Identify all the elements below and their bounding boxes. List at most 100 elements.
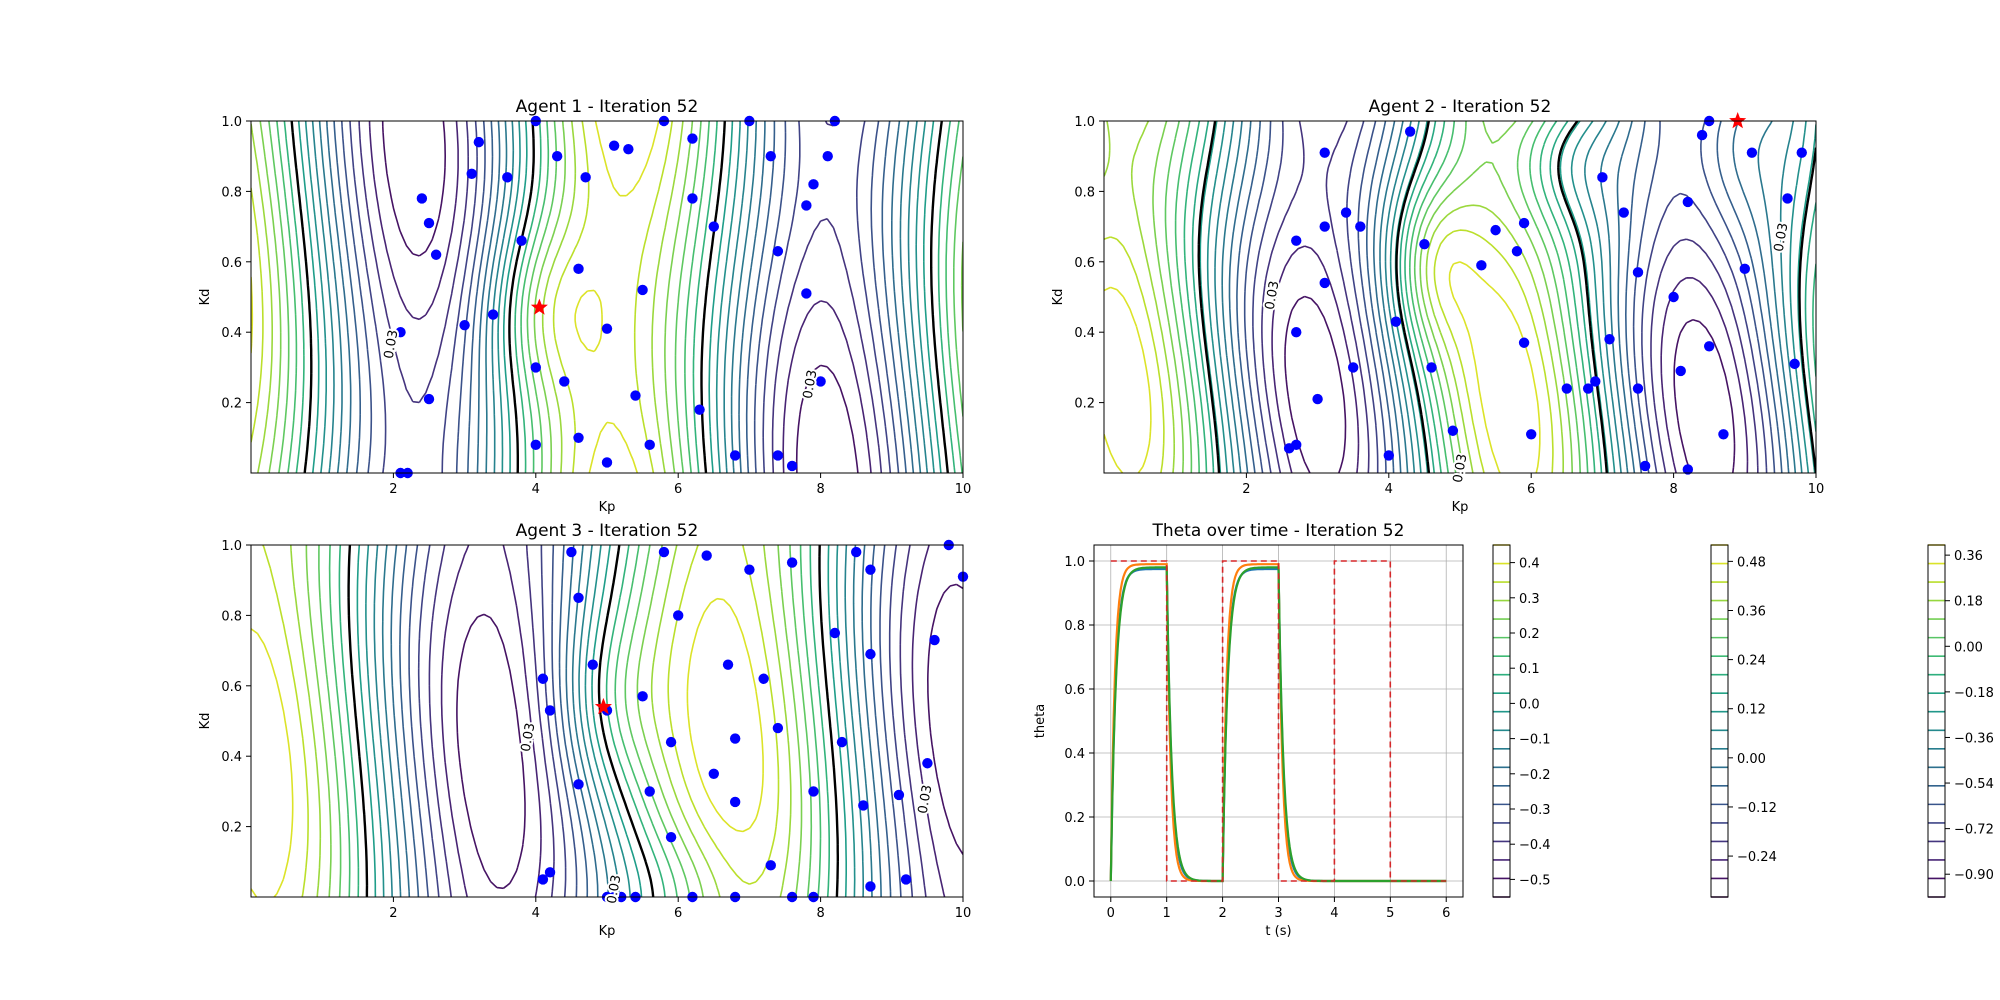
contour-line — [283, 121, 956, 473]
colorbar-1: 0.4 0.3 0.2 0.1 0.0 −0.1 −0.2 −0.3 −0.4 −0.5 — [1492, 544, 1551, 898]
colorbar-tick-label: 0.2 — [1519, 627, 1540, 642]
sample-point — [815, 376, 826, 387]
contour-line — [341, 121, 900, 473]
sample-point — [573, 592, 584, 603]
sample-point — [1518, 337, 1530, 348]
sample-point — [865, 648, 876, 660]
sample-point — [851, 546, 862, 558]
plot-area — [251, 121, 963, 473]
sample-point — [772, 246, 784, 257]
sample-point — [530, 439, 541, 451]
sample-point — [758, 673, 769, 684]
sample-point — [836, 736, 848, 748]
x-tick-label: 2 — [389, 906, 397, 921]
x-tick-label: 8 — [816, 482, 824, 497]
sample-point — [1511, 246, 1523, 257]
sample-point — [601, 323, 613, 334]
sample-point — [829, 627, 841, 639]
colorbar-tick-label: −0.24 — [1737, 850, 1777, 865]
contour-line — [368, 121, 872, 473]
contour-line — [1221, 121, 1797, 473]
chart-title: Agent 3 - Iteration 52 — [516, 521, 699, 541]
threshold-contour — [347, 545, 839, 897]
sample-point — [1618, 207, 1629, 218]
threshold-contour — [1197, 121, 1816, 473]
sample-point — [1597, 172, 1608, 183]
y-tick-label: 0.4 — [221, 326, 242, 341]
colorbar-frame — [1710, 544, 1729, 898]
plot-frame — [1093, 544, 1464, 898]
contour-line — [304, 121, 935, 473]
contour-line — [358, 121, 883, 473]
contour-label: 0.03 — [382, 329, 402, 360]
y-tick-label: 0.8 — [221, 609, 242, 624]
x-axis-label: t (s) — [1265, 924, 1291, 939]
contour-label: 0.03 — [1263, 280, 1283, 311]
contour-line — [318, 121, 922, 473]
sample-point — [630, 390, 641, 401]
contour-line — [251, 121, 684, 473]
y-axis-label: Kd — [198, 289, 213, 306]
x-axis-label: Kp — [599, 924, 616, 939]
sample-point — [786, 460, 798, 472]
sample-point — [922, 758, 933, 769]
contour-line — [290, 545, 792, 897]
plot-area — [251, 545, 963, 897]
sample-point — [722, 659, 734, 670]
contour-line — [305, 545, 803, 897]
x-tick-label: 6 — [674, 482, 682, 497]
contour-line — [373, 545, 864, 897]
contour-line — [262, 545, 780, 897]
sample-point — [1526, 429, 1537, 440]
contour-line — [408, 545, 902, 897]
contour-line — [1236, 121, 1783, 473]
y-tick-label: 0.8 — [1064, 619, 1085, 634]
sample-point — [665, 831, 677, 843]
colorbar-tick-label: 0.36 — [1737, 604, 1766, 619]
contour-line — [1191, 121, 1816, 473]
sample-point — [765, 151, 776, 162]
colorbar-tick-label: 0.48 — [1737, 555, 1766, 570]
sample-point — [1718, 429, 1729, 440]
sample-point — [644, 439, 655, 451]
colorbar-tick-label: −0.5 — [1519, 873, 1551, 888]
contour-line — [1284, 295, 1736, 473]
colorbar-frame — [1927, 544, 1946, 898]
sample-point — [1476, 260, 1487, 271]
x-tick-label: 4 — [532, 906, 540, 921]
contour-line — [297, 121, 942, 473]
sample-point — [430, 249, 442, 260]
contour-line — [338, 545, 830, 897]
sample-point — [601, 457, 613, 468]
contour-label: 0.03 — [519, 722, 539, 753]
sample-point — [637, 691, 648, 702]
contour-line — [381, 545, 873, 897]
sample-point — [1668, 291, 1679, 303]
contour-line — [318, 545, 813, 897]
sample-point — [801, 200, 812, 211]
chart-title: Agent 1 - Iteration 52 — [516, 97, 699, 117]
sample-point — [1518, 217, 1530, 229]
contour-line — [326, 121, 915, 473]
y-tick-label: 0.2 — [1074, 397, 1095, 412]
contour-line — [440, 545, 946, 897]
sample-point — [765, 860, 776, 871]
theta-over-time-plot: 0 1 2 3 4 5 6 0.0 0.2 0.4 0.6 0.8 1.0 Theta over time… — [1033, 521, 1464, 939]
plot-area — [1104, 121, 1816, 473]
sample-point — [865, 564, 876, 575]
contour-line — [428, 545, 927, 897]
chart-title: Theta over time - Iteration 52 — [1152, 521, 1405, 541]
sample-point — [729, 450, 741, 461]
sample-point — [566, 546, 577, 558]
contour-line — [1104, 229, 1554, 473]
agent-1-contour-plot: 2 4 6 8 10 0.2 0.4 0.6 0.8 1.0 Agent 1 - Iteration… — [198, 97, 971, 515]
contour-line — [1206, 121, 1810, 473]
contour-line — [1252, 121, 1768, 473]
contour-label: 0.03 — [1772, 222, 1792, 253]
sample-point — [786, 557, 798, 568]
contour-line — [356, 545, 847, 897]
sample-point — [708, 768, 719, 779]
sample-point — [587, 659, 598, 670]
sample-point — [423, 393, 435, 405]
contour-line — [365, 545, 856, 897]
